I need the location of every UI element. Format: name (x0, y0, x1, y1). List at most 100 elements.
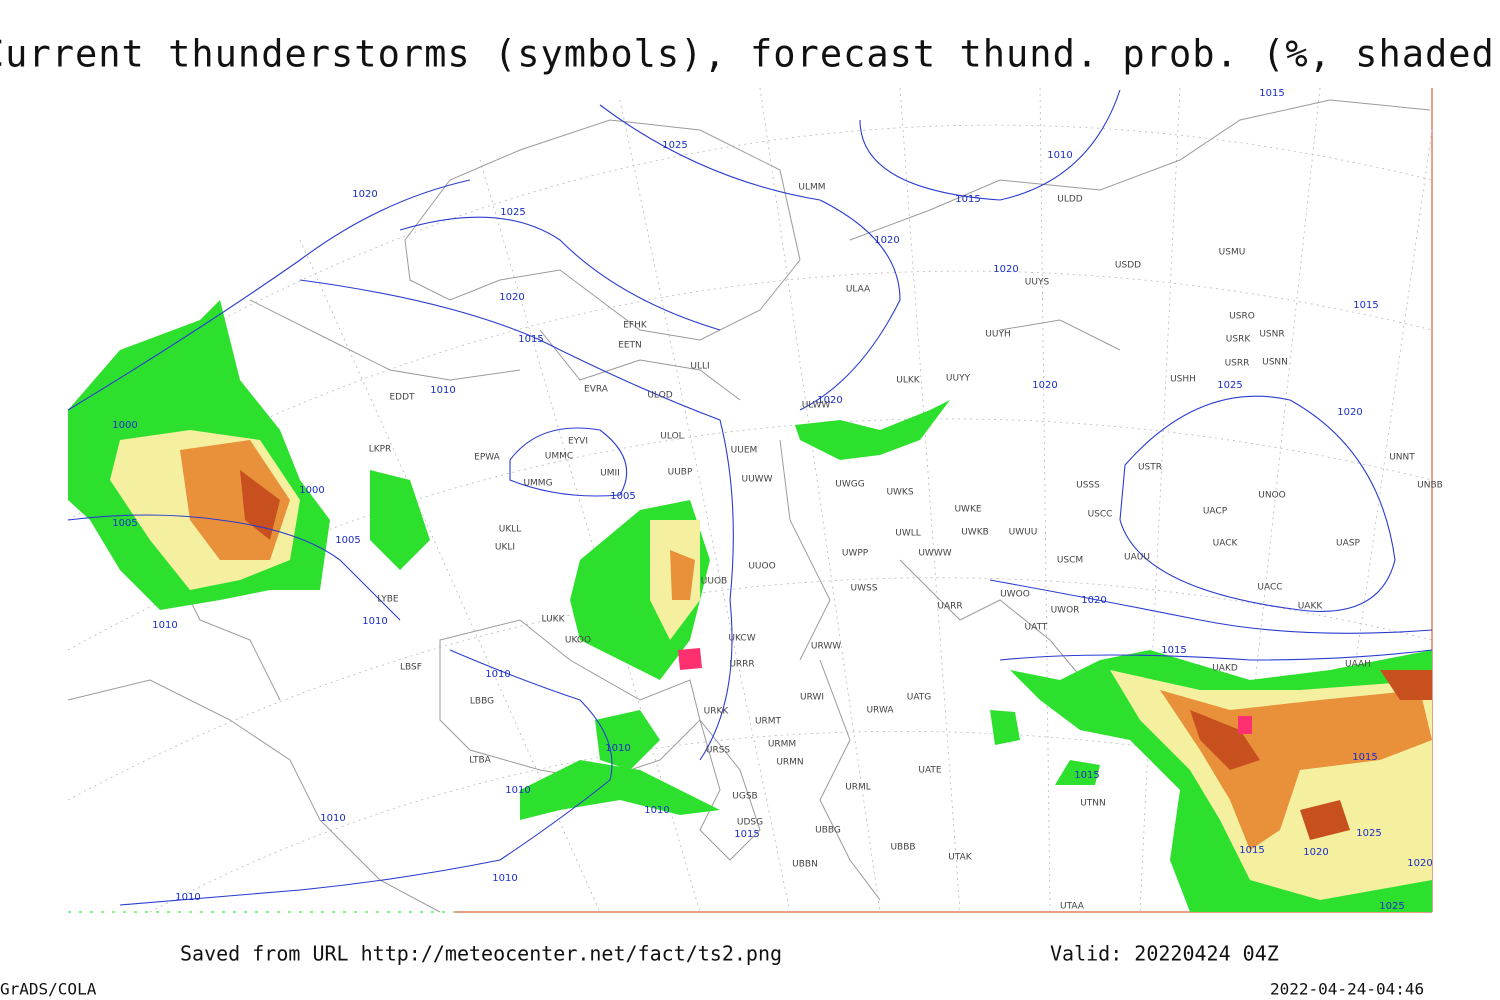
isobar-label: 1015 (1239, 845, 1264, 856)
station-label: UWOR (1051, 606, 1080, 616)
isobar-label: 1010 (644, 805, 669, 816)
isobar-label: 1010 (485, 669, 510, 680)
station-label: URWA (866, 706, 894, 716)
station-label: UWKS (886, 488, 913, 498)
isobar-label: 1005 (112, 518, 137, 529)
station-label: LTBA (469, 756, 491, 766)
station-label: UNNT (1389, 453, 1415, 463)
isobar-label: 1025 (1379, 901, 1404, 912)
station-label: EYVI (568, 437, 588, 447)
station-label: ULKK (896, 376, 921, 386)
station-label: UAKK (1298, 602, 1324, 612)
isobar-label: 1020 (352, 189, 377, 200)
isobar-label: 1015 (955, 194, 980, 205)
station-label: UTAA (1060, 902, 1085, 912)
coastlines (67, 99, 1431, 913)
station-label: UNOO (1258, 491, 1286, 501)
station-label: URMT (755, 717, 782, 727)
station-label: ULLI (690, 362, 709, 372)
station-label: ULOD (647, 391, 672, 401)
isobar-label: 1000 (299, 485, 324, 496)
isobar-label: 1015 (1352, 752, 1377, 763)
station-label: UACP (1203, 507, 1228, 517)
station-label: UAUU (1124, 553, 1150, 563)
station-label: UKLI (495, 543, 515, 553)
isobar-label: 1020 (499, 292, 524, 303)
isobar-label: 1010 (492, 873, 517, 884)
station-label: UACC (1257, 583, 1282, 593)
station-label: UWPP (842, 549, 869, 559)
station-label: USDD (1115, 261, 1141, 271)
isobar-label: 1015 (1259, 88, 1284, 99)
station-label: UUBP (668, 468, 693, 478)
station-label: UMMG (523, 479, 552, 489)
station-label: URKK (704, 707, 730, 717)
station-label: UBBB (890, 843, 915, 853)
station-label: ULMM (798, 183, 825, 193)
station-label: UARR (937, 602, 962, 612)
isobar-label: 1015 (734, 829, 759, 840)
station-label: UUYY (946, 374, 971, 384)
isobar-label: 1010 (152, 620, 177, 631)
station-label: UAKD (1212, 664, 1238, 674)
isobar-label: 1020 (1407, 858, 1432, 869)
station-label: UWKB (961, 528, 989, 538)
station-label: UTNN (1080, 799, 1106, 809)
station-label: UWGG (835, 480, 864, 490)
station-label: USCM (1057, 556, 1083, 566)
station-label: LYBE (377, 595, 398, 605)
station-label: UACK (1213, 539, 1239, 549)
station-label: UMMC (545, 452, 573, 462)
station-label: UBBN (792, 860, 818, 870)
isobar-label: 1000 (112, 420, 137, 431)
station-label: ULWW (802, 401, 831, 411)
isobar-label: 1025 (1356, 828, 1381, 839)
station-label: LBBG (470, 697, 494, 707)
station-label: UAAH (1345, 660, 1371, 670)
isobar-label: 1010 (175, 892, 200, 903)
station-label: USNR (1259, 330, 1284, 340)
isobar-label: 1010 (605, 743, 630, 754)
station-label: UWOO (1000, 590, 1030, 600)
station-label: USCC (1088, 510, 1113, 520)
station-label: UATE (918, 766, 942, 776)
isobar-label: 1010 (505, 785, 530, 796)
station-label: UDSG (737, 818, 763, 828)
station-label: UATG (907, 693, 932, 703)
station-label: USTR (1138, 463, 1162, 473)
station-label: UWSS (851, 584, 878, 594)
station-label: UTAK (948, 853, 973, 863)
isobar-label: 1010 (362, 616, 387, 627)
station-label: USRR (1225, 359, 1250, 369)
isobar-label: 1005 (610, 491, 635, 502)
isobar-label: 1010 (320, 813, 345, 824)
footer-saved: Saved from URL http://meteocenter.net/fa… (180, 942, 782, 966)
station-label: EETN (618, 341, 642, 351)
isobar-label: 1010 (430, 385, 455, 396)
station-label: USSS (1076, 481, 1100, 491)
isobar-label: 1020 (1337, 407, 1362, 418)
isobars (67, 89, 1433, 906)
isobar-label: 1015 (1353, 300, 1378, 311)
isobar-label: 1025 (500, 207, 525, 218)
isobar-label: 1015 (518, 334, 543, 345)
isobar-label: 1020 (1303, 847, 1328, 858)
station-label: UWWW (918, 549, 951, 559)
station-label: UUYH (985, 330, 1010, 340)
station-label: URWI (800, 693, 824, 703)
station-label: UWUU (1009, 528, 1038, 538)
station-label: UNBB (1417, 481, 1443, 491)
station-label: UKOO (565, 636, 591, 646)
station-label: USNN (1262, 358, 1288, 368)
station-label: USRO (1229, 312, 1255, 322)
station-label: ULAA (846, 285, 871, 295)
isobar-label: 1025 (1217, 380, 1242, 391)
isobar-label: 1015 (1074, 770, 1099, 781)
station-label: UGSB (732, 792, 757, 802)
footer-software: GrADS/COLA (0, 980, 97, 999)
station-label: UUWW (742, 475, 773, 485)
isobar-label: 1020 (817, 395, 842, 406)
footer-valid: Valid: 20220424 04Z (1050, 942, 1279, 966)
station-label: LUKK (542, 615, 566, 625)
